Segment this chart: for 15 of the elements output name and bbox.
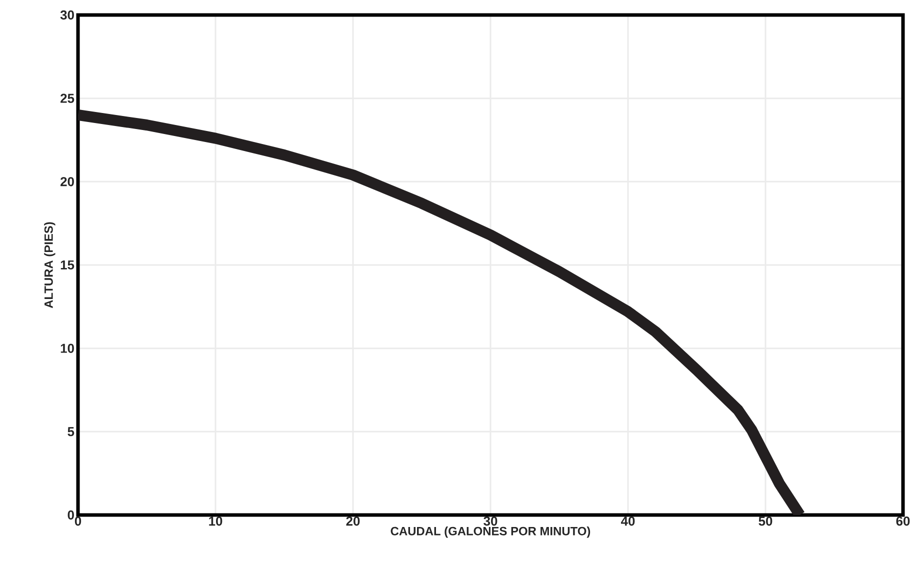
y-tick-label: 5 [68, 427, 74, 436]
x-tick-label: 20 [346, 516, 360, 526]
x-axis-title: CAUDAL (GALONES POR MINUTO) [390, 526, 590, 538]
x-tick-label: 50 [758, 516, 772, 526]
x-tick-label: 60 [896, 516, 910, 526]
y-tick-label: 15 [60, 260, 74, 270]
y-tick-label: 25 [60, 94, 74, 103]
y-axis-title: ALTURA (PIES) [44, 222, 56, 308]
y-tick-label: 10 [60, 344, 74, 353]
x-tick-label: 30 [484, 516, 498, 526]
x-tick-label: 0 [74, 516, 82, 526]
x-tick-label: 10 [209, 516, 222, 526]
y-tick-label: 20 [60, 177, 74, 186]
y-tick-label: 30 [60, 10, 74, 20]
x-tick-label: 40 [621, 516, 635, 526]
